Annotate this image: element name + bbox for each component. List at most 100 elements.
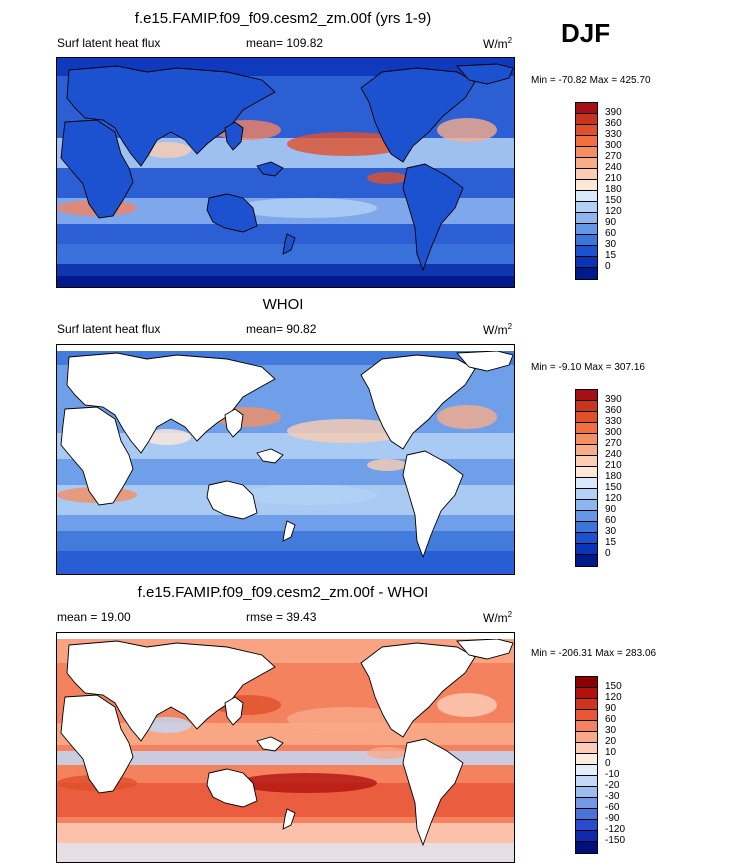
- continent-outline: [206, 480, 258, 520]
- continent-outline: [282, 233, 296, 255]
- continent-outline: [360, 354, 476, 450]
- no-data-band: [57, 633, 514, 639]
- colorbar-tick-label: 150: [605, 482, 622, 493]
- panel1-map: [56, 57, 515, 288]
- colorbar-tick-label: 30: [605, 725, 617, 736]
- colorbar-swatch: [576, 445, 597, 456]
- panel2-map: [56, 344, 515, 575]
- colorbar-tick-label: 15: [605, 250, 617, 261]
- panel3-colorbar: [575, 676, 598, 854]
- continent-outline: [60, 119, 134, 219]
- colorbar-tick-label: -90: [605, 813, 620, 824]
- field-blob: [437, 405, 497, 429]
- field-blob: [237, 198, 377, 218]
- field-band: [57, 531, 514, 551]
- colorbar-swatch: [576, 489, 597, 500]
- field-blob: [237, 773, 377, 793]
- colorbar-swatch: [576, 246, 597, 257]
- continent-outline: [402, 163, 464, 272]
- colorbar-tick-label: 120: [605, 206, 622, 217]
- colorbar-tick-label: 30: [605, 239, 617, 250]
- continent-outline: [60, 406, 134, 506]
- colorbar-swatch: [576, 423, 597, 434]
- continent-outline: [256, 736, 284, 752]
- colorbar-tick-label: 180: [605, 471, 622, 482]
- colorbar-swatch: [576, 765, 597, 776]
- continent-outline: [256, 161, 284, 177]
- colorbar-swatch: [576, 754, 597, 765]
- continent-outline: [60, 694, 134, 794]
- colorbar-swatch: [576, 776, 597, 787]
- colorbar-tick-label: 240: [605, 162, 622, 173]
- field-blob: [367, 459, 407, 471]
- panel1-title: f.e15.FAMIP.f09_f09.cesm2_zm.00f (yrs 1-…: [134, 10, 432, 27]
- colorbar-swatch: [576, 235, 597, 246]
- field-band: [57, 244, 514, 264]
- colorbar-tick-label: 330: [605, 416, 622, 427]
- colorbar-tick-label: -120: [605, 824, 626, 835]
- field-blob: [437, 118, 497, 142]
- colorbar-swatch: [576, 390, 597, 401]
- panel3-units: W/m2: [483, 610, 513, 625]
- panel3-title: f.e15.FAMIP.f09_f09.cesm2_zm.00f - WHOI: [137, 584, 429, 601]
- colorbar-tick-label: 240: [605, 449, 622, 460]
- continent-outline: [456, 63, 514, 85]
- colorbar-swatch: [576, 147, 597, 158]
- colorbar-swatch: [576, 103, 597, 114]
- panel1-colorbar: [575, 102, 598, 280]
- field-blob: [143, 717, 191, 733]
- colorbar-tick-label: -150: [605, 835, 626, 846]
- colorbar-tick-label: 300: [605, 140, 622, 151]
- colorbar-tick-label: 60: [605, 714, 617, 725]
- colorbar-swatch: [576, 202, 597, 213]
- colorbar-tick-label: 0: [605, 548, 611, 559]
- continent-outline: [224, 408, 244, 438]
- colorbar-swatch: [576, 125, 597, 136]
- continent-outline: [402, 738, 464, 847]
- colorbar-tick-label: 90: [605, 217, 617, 228]
- colorbar-tick-label: 120: [605, 692, 622, 703]
- field-blob: [237, 485, 377, 505]
- continent-outline: [256, 448, 284, 464]
- colorbar-tick-label: 30: [605, 526, 617, 537]
- colorbar-swatch: [576, 224, 597, 235]
- colorbar-swatch: [576, 136, 597, 147]
- panel3-rmse: rmse = 39.43: [246, 610, 317, 624]
- colorbar-swatch: [576, 533, 597, 544]
- panel2-variable-label: Surf latent heat flux: [57, 322, 161, 336]
- field-blob: [367, 172, 407, 184]
- field-blob: [287, 707, 407, 731]
- colorbar-tick-label: 390: [605, 394, 622, 405]
- panel2-mean: mean= 90.82: [246, 322, 317, 336]
- continent-outline: [206, 768, 258, 808]
- colorbar-tick-label: 360: [605, 118, 622, 129]
- colorbar-swatch: [576, 412, 597, 423]
- field-blob: [287, 419, 407, 443]
- field-blob: [367, 747, 407, 759]
- colorbar-tick-label: 270: [605, 151, 622, 162]
- colorbar-tick-label: 60: [605, 228, 617, 239]
- colorbar-tick-label: -60: [605, 802, 620, 813]
- panel2-title: WHOI: [262, 296, 304, 313]
- field-blob: [437, 693, 497, 717]
- field-blob: [287, 132, 407, 156]
- colorbar-tick-label: 330: [605, 129, 622, 140]
- colorbar-swatch: [576, 688, 597, 699]
- colorbar-swatch: [576, 467, 597, 478]
- colorbar-swatch: [576, 401, 597, 412]
- colorbar-swatch: [576, 478, 597, 489]
- colorbar-swatch: [576, 732, 597, 743]
- panel2-units: W/m2: [483, 322, 513, 337]
- colorbar-tick-label: 60: [605, 515, 617, 526]
- colorbar-tick-label: 15: [605, 537, 617, 548]
- field-blob: [143, 429, 191, 445]
- colorbar-tick-label: 360: [605, 405, 622, 416]
- panel2-colorbar: [575, 389, 598, 567]
- colorbar-swatch: [576, 114, 597, 125]
- colorbar-swatch: [576, 798, 597, 809]
- colorbar-swatch: [576, 820, 597, 831]
- continent-outline: [66, 352, 276, 454]
- colorbar-tick-label: 270: [605, 438, 622, 449]
- colorbar-swatch: [576, 555, 597, 566]
- continent-outline: [206, 193, 258, 233]
